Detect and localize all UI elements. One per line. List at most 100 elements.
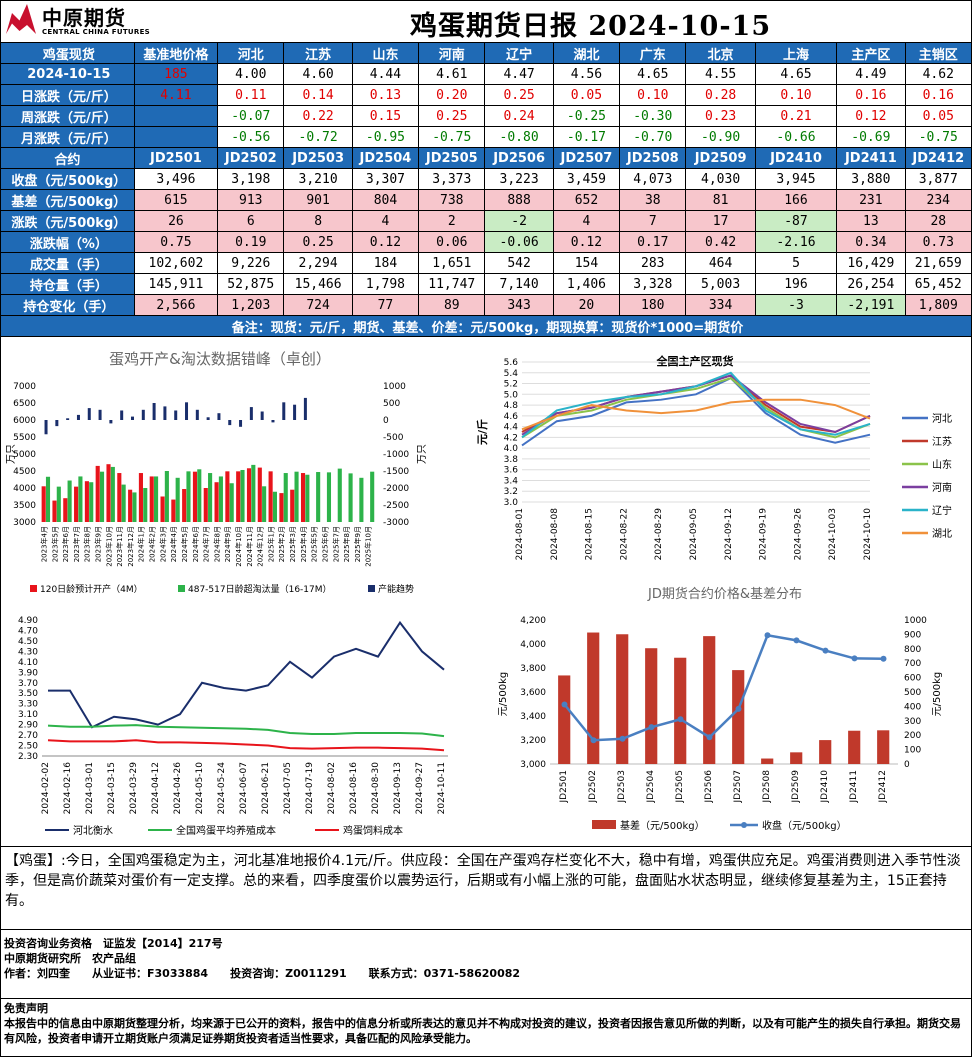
futures-cell: 615: [133, 189, 219, 211]
chart1-ytick: 4500: [13, 467, 36, 477]
chart2-ytick: 3.8: [504, 455, 519, 465]
futures-cell: 4,073: [619, 168, 687, 190]
chart1-xtick: 2025年5月: [310, 526, 319, 562]
chart2-legend-label: 河北: [932, 413, 952, 425]
chart4-bar-basis: [645, 648, 658, 764]
futures-cell: 16,429: [836, 252, 906, 274]
futures-cell: 2,566: [133, 294, 219, 316]
spot-header-cell: 山东: [351, 42, 420, 64]
chart1-xtick: 2025年2月: [277, 526, 286, 562]
futures-cell: 20: [552, 294, 621, 316]
spot-header-cell: 基准地价格: [133, 42, 219, 64]
spot-row: 日涨跌（元/斤） 4.11 0.11 0.14 0.13 0.20 0.25 0.05 0.10…: [0, 84, 972, 106]
chart3-ytick: 3.70: [18, 679, 38, 689]
chart1-bar-startup: [41, 486, 46, 522]
chart4-y2tick: 800: [904, 645, 921, 655]
futures-cell: 52,875: [217, 273, 285, 295]
futures-cell: -3: [754, 294, 838, 316]
futures-row-label: 持仓量（手）: [0, 273, 135, 295]
chart1-bar-capacity: [185, 402, 189, 420]
chart-layer-production: 蛋鸡开产&淘汰数据错峰（卓创）3000350040004500500055006…: [6, 350, 428, 595]
chart3-xtick: 2024-05-24: [217, 762, 227, 815]
chart3-legend-label: 全国鸡蛋平均养殖成本: [176, 824, 276, 837]
spot-cell: -0.17: [552, 126, 621, 148]
chart1-bar-capacity: [76, 414, 80, 420]
chart1-xtick: 2025年7月: [331, 526, 340, 562]
futures-cell: 13: [836, 210, 906, 232]
spot-cell: 0.24: [484, 105, 554, 127]
chart4-point-close: [561, 701, 568, 708]
futures-cell: 3,459: [552, 168, 621, 190]
spot-cell: 0.13: [351, 84, 420, 106]
spot-header-cell: 河南: [418, 42, 486, 64]
chart1-y2tick: 0: [383, 416, 389, 426]
futures-cell: 0.75: [133, 231, 219, 253]
futures-cell: 888: [484, 189, 554, 211]
chart1-bar-capacity: [87, 408, 91, 420]
chart2-ylabel: 元/斤: [475, 419, 489, 445]
logo-text-en: CENTRAL CHINA FUTURES: [42, 28, 151, 36]
chart1-y2tick: -2500: [383, 501, 409, 511]
futures-header-cell: JD2505: [418, 147, 486, 169]
chart1-bar-startup: [300, 473, 306, 522]
chart1-bar-capacity: [195, 409, 199, 420]
chart2-xtick: 2024-08-22: [619, 508, 629, 560]
futures-cell: 154: [552, 252, 621, 274]
spot-cell: 4.47: [484, 63, 554, 85]
chart2-series-line: [521, 371, 871, 439]
futures-cell: 334: [685, 294, 756, 316]
chart1-ytick: 5500: [13, 433, 36, 443]
chart1-xtick: 2023年4月: [39, 526, 48, 562]
spot-cell: 4.55: [685, 63, 756, 85]
futures-header-cell: JD2410: [754, 147, 838, 169]
chart1-bar-startup: [106, 464, 111, 522]
chart2-xtick: 2024-08-01: [515, 508, 525, 560]
chart2-ytick: 5.0: [504, 390, 519, 400]
futures-cell: 166: [754, 189, 838, 211]
spot-cell: -0.80: [484, 126, 554, 148]
futures-cell: 804: [351, 189, 420, 211]
chart4-xtick: JD2501: [559, 770, 569, 804]
chart4-point-close: [822, 647, 829, 654]
spot-cell: 0.10: [619, 84, 687, 106]
chart-spot-main-regions: 全国主产区现货 3.03.23.43.63.84.04.24.44.64.85.0…: [475, 354, 952, 560]
chart1-bar-culling: [164, 471, 169, 522]
spot-cell: 0.28: [685, 84, 756, 106]
chart1-xtick: 2023年12月: [126, 526, 135, 567]
spot-header-cell: 江苏: [283, 42, 353, 64]
chart1-bar-culling: [56, 486, 61, 522]
chart3-ytick: 2.50: [18, 742, 38, 752]
chart4-xtick: JD2502: [588, 770, 598, 804]
spot-cell: -0.69: [836, 126, 906, 148]
chart1-bar-culling: [326, 472, 332, 522]
futures-cell: 89: [418, 294, 486, 316]
futures-cell: 77: [351, 294, 420, 316]
futures-cell: 3,373: [418, 168, 486, 190]
futures-cell: 196: [754, 273, 838, 295]
chart1-y2tick: -500: [383, 433, 404, 443]
chart1-bar-capacity: [282, 402, 286, 420]
futures-cell: 0.12: [351, 231, 420, 253]
chart1-xtick: 2025年8月: [342, 526, 351, 562]
chart1-bar-startup: [225, 471, 230, 522]
chart4-xtick: JD2505: [675, 770, 685, 804]
chart4-point-close: [735, 705, 742, 712]
spot-cell: 4.56: [552, 63, 621, 85]
chart3-xtick: 2024-03-29: [129, 762, 139, 815]
spot-cell: 0.21: [754, 105, 838, 127]
chart1-bar-capacity: [109, 420, 113, 424]
futures-cell: 81: [685, 189, 756, 211]
futures-cell: 17: [685, 210, 756, 232]
futures-header-cell: 合约: [0, 147, 135, 169]
chart1-bar-culling: [110, 466, 115, 522]
chart4-bar-basis: [616, 634, 629, 764]
chart3-xtick: 2024-09-13: [393, 762, 403, 814]
futures-row: 收盘（元/500kg） 3,496 3,198 3,210 3,307 3,373 3,22…: [0, 168, 972, 190]
chart4-bar-basis: [558, 675, 571, 764]
chart2-series-line: [521, 376, 871, 447]
chart1-bar-culling: [294, 471, 299, 522]
chart1-bar-capacity: [163, 406, 167, 420]
chart2-legend-label: 山东: [932, 458, 952, 471]
chart1-xtick: 2024年10月: [234, 526, 243, 567]
chart3-series-line: [47, 724, 445, 738]
